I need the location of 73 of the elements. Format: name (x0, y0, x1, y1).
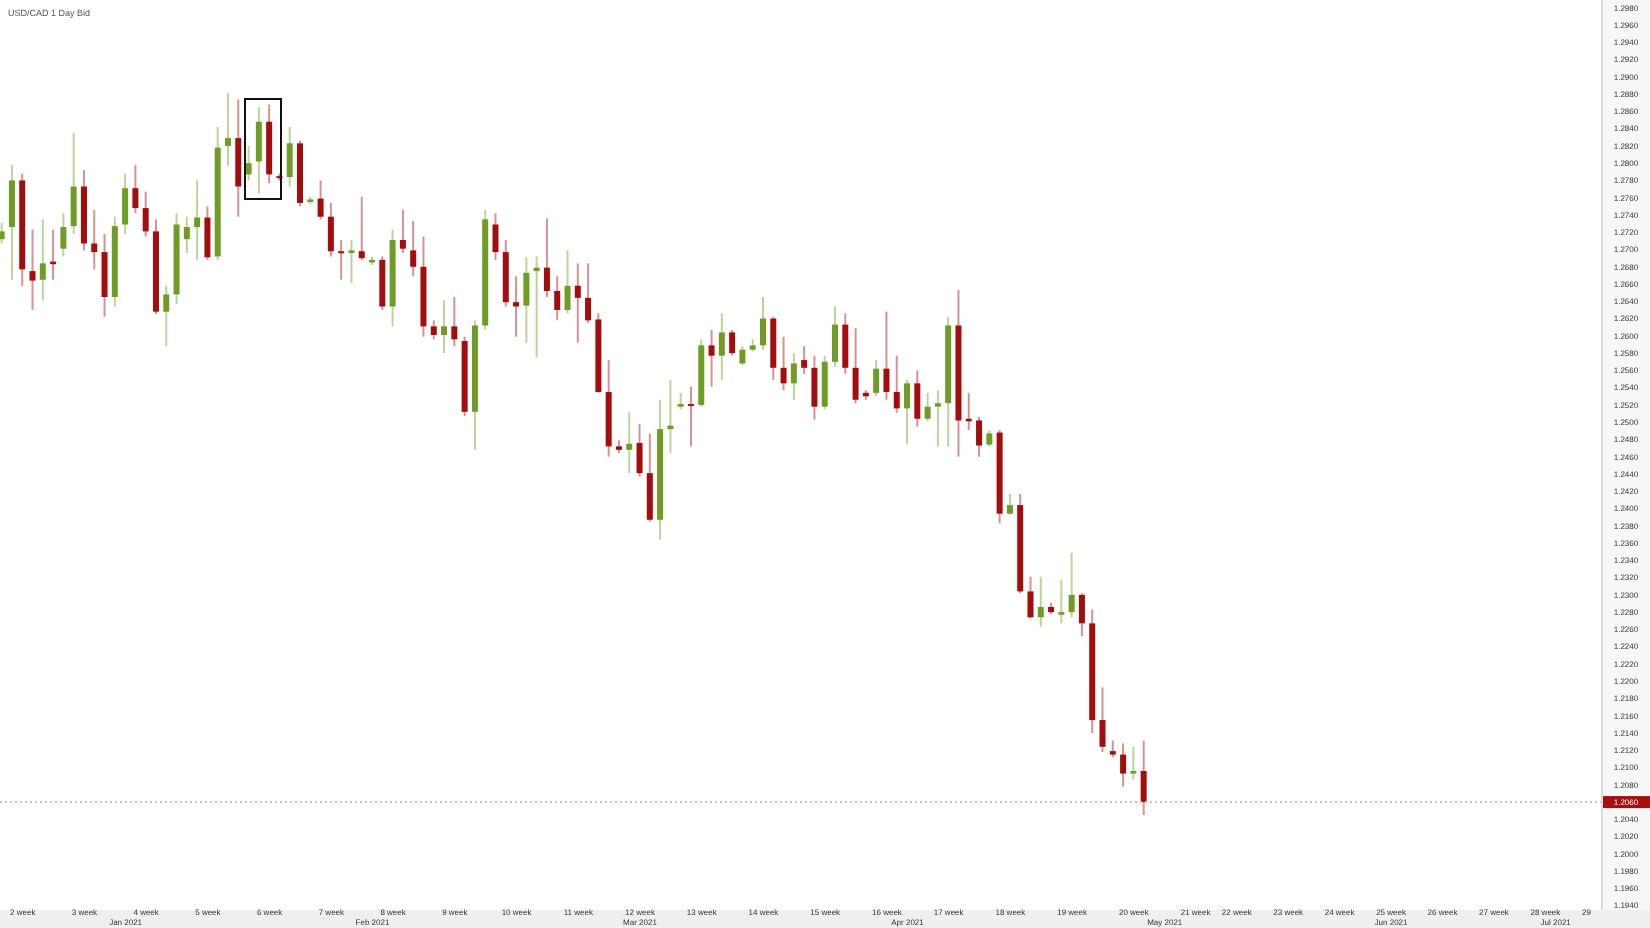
candlestick (1099, 686, 1106, 753)
candlestick (718, 312, 725, 381)
candlestick (60, 212, 67, 258)
candlestick (410, 220, 417, 278)
candlestick (286, 125, 293, 188)
candlestick (513, 275, 520, 338)
candlestick (204, 205, 211, 261)
candlestick (842, 312, 849, 375)
candlestick (687, 385, 694, 448)
candlestick (1140, 739, 1147, 817)
candlestick (1078, 592, 1085, 638)
candlestick (801, 345, 808, 375)
candlestick (245, 144, 252, 182)
candlestick (492, 212, 499, 261)
candlestick (91, 208, 98, 271)
candlestick (327, 201, 334, 258)
candlestick (554, 275, 561, 322)
candlestick (883, 310, 890, 401)
candlestick (1058, 579, 1065, 625)
candlestick (224, 92, 231, 167)
candlestick (1027, 575, 1034, 620)
candlestick (543, 217, 550, 298)
candlestick (29, 228, 36, 311)
candlestick (122, 172, 129, 235)
candlestick (739, 345, 746, 367)
candlestick (585, 262, 592, 324)
candlestick (852, 327, 859, 405)
candlestick (142, 190, 149, 238)
candlestick (904, 378, 911, 445)
candlestick (832, 305, 839, 368)
candlestick (317, 179, 324, 221)
candlestick (379, 255, 386, 311)
candlestick (636, 422, 643, 478)
candlestick (0, 221, 5, 245)
candlestick (101, 232, 108, 318)
candlestick (163, 284, 170, 348)
candlestick (441, 299, 448, 355)
candlestick (790, 352, 797, 401)
candlestick (893, 354, 900, 414)
candlestick (70, 131, 77, 235)
candlestick (873, 359, 880, 398)
candlestick (1130, 745, 1137, 781)
candlestick (574, 262, 581, 344)
candlestick (523, 256, 530, 344)
candlestick (811, 354, 818, 421)
candlestick (348, 239, 355, 285)
candlestick (1006, 492, 1013, 516)
candlestick (729, 328, 736, 357)
candlestick (976, 416, 983, 458)
candlestick (914, 369, 921, 428)
candlestick (194, 179, 201, 261)
candlestick (338, 239, 345, 281)
candlestick (358, 195, 365, 261)
candlestick (255, 106, 262, 195)
candlestick (430, 319, 437, 341)
candlestick (1037, 575, 1044, 628)
candlestick (132, 163, 139, 215)
candlestick (780, 335, 787, 392)
candlestick (1120, 742, 1127, 788)
candlestick (1068, 551, 1075, 619)
candlestick (564, 249, 571, 315)
candlestick (708, 328, 715, 388)
candlestick (451, 296, 458, 348)
candlestick (399, 208, 406, 254)
candlestick (924, 391, 931, 423)
candlestick (183, 215, 190, 254)
candlestick (626, 410, 633, 475)
candlestick (39, 218, 46, 302)
candlestick (646, 432, 653, 523)
candlestick (8, 163, 15, 281)
candlestick (821, 354, 828, 411)
candlestick (934, 389, 941, 448)
candlestick (759, 296, 766, 351)
